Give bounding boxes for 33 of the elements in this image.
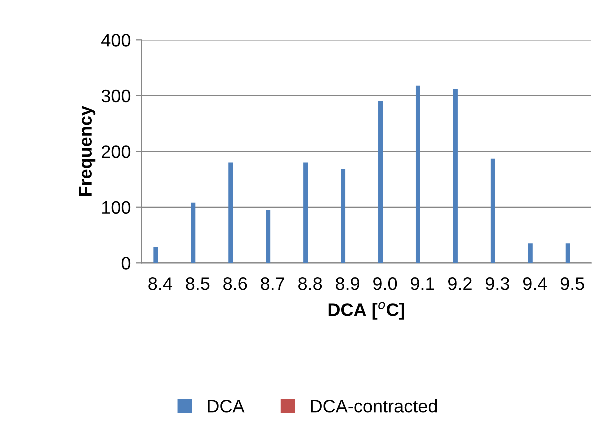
y-tick-label: 0: [122, 257, 131, 270]
y-tick-label: 400: [102, 34, 131, 47]
x-tick-label: 8.5: [186, 278, 210, 290]
bar: [154, 248, 158, 264]
bar: [191, 202, 196, 264]
bar: [304, 162, 308, 264]
bar: [266, 210, 271, 264]
x-tick-label: 8.9: [336, 278, 360, 290]
y-axis-title: Frequency: [79, 106, 96, 196]
y-tick-label: 300: [102, 90, 131, 103]
x-tick-label: 9.1: [411, 278, 434, 290]
x-tick-label: 9.4: [523, 278, 548, 290]
y-tick-label: 200: [102, 146, 131, 158]
bar: [378, 101, 384, 264]
x-tick-label: 9.0: [374, 278, 398, 290]
bar: [416, 86, 420, 264]
bar: [228, 162, 234, 264]
x-tick-label: 8.8: [298, 278, 322, 290]
x-tick-label: 9.5: [560, 278, 584, 290]
x-tick-label: 8.7: [261, 278, 284, 290]
y-tick-label: 100: [102, 201, 131, 214]
x-tick-label: 9.2: [448, 278, 472, 290]
bar: [566, 244, 570, 264]
x-tick-label: 9.3: [486, 278, 510, 290]
bar: [341, 169, 346, 264]
bar: [453, 89, 458, 264]
legend-label: DCA: [208, 400, 245, 413]
legend-label: DCA-contracted: [311, 400, 438, 413]
x-axis-title: DCA [$^{o}$C]: [328, 302, 404, 320]
x-tick-label: 8.6: [224, 278, 248, 290]
bar: [528, 244, 533, 264]
x-tick-label: 8.4: [148, 278, 172, 290]
bar: [490, 158, 496, 264]
